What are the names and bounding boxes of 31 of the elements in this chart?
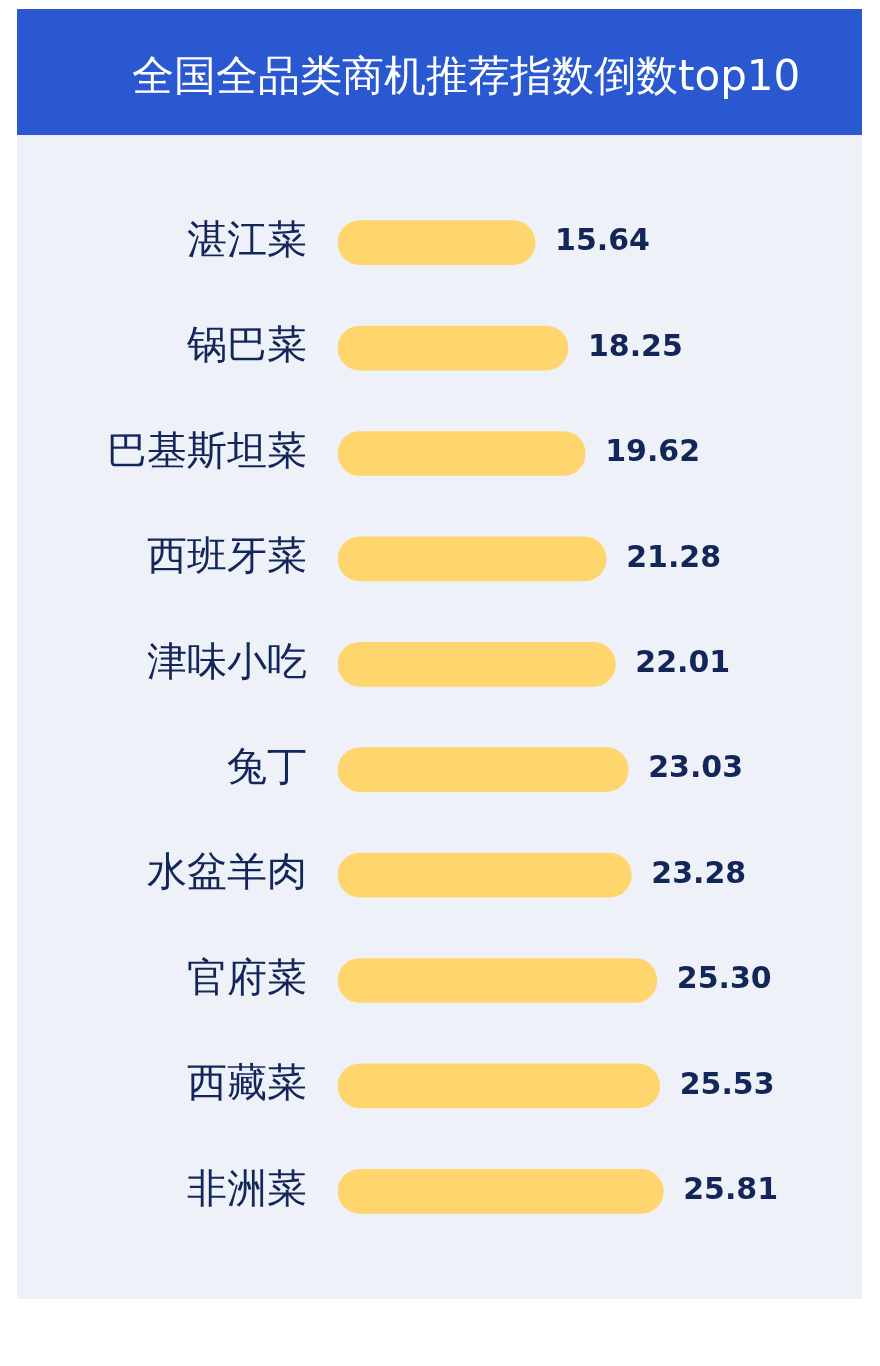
data-label: 19.62 — [605, 433, 701, 469]
data-label: 23.03 — [648, 749, 744, 785]
data-label: 21.28 — [626, 538, 722, 574]
bar — [338, 641, 616, 687]
data-label: 23.28 — [651, 854, 747, 890]
y-tick-label: 锅巴菜 — [186, 321, 307, 368]
bar — [338, 1168, 664, 1214]
y-tick-label: 官府菜 — [187, 953, 307, 1000]
data-label: 22.01 — [635, 644, 731, 680]
bar — [338, 220, 536, 266]
bar — [338, 1063, 661, 1109]
y-tick-label: 津味小吃 — [147, 637, 307, 684]
y-tick-label: 西班牙菜 — [147, 532, 307, 579]
data-label: 15.64 — [555, 222, 650, 258]
y-tick-label: 水盆羊肉 — [147, 848, 307, 895]
data-label: 25.30 — [676, 960, 772, 996]
y-tick-label: 西藏菜 — [187, 1059, 307, 1106]
y-tick-label: 湛江菜 — [187, 216, 307, 263]
y-tick-label: 非洲菜 — [187, 1164, 307, 1211]
y-tick-label: 巴基斯坦菜 — [107, 426, 307, 473]
bar — [338, 325, 569, 371]
data-label: 25.81 — [683, 1171, 779, 1207]
bar — [338, 747, 629, 793]
chart-title: 全国全品类商机推荐指数倒数top10 — [132, 50, 801, 102]
bar — [338, 536, 607, 582]
bar — [338, 852, 632, 898]
bar — [338, 431, 586, 476]
data-label: 25.53 — [679, 1065, 775, 1101]
data-label: 18.25 — [587, 327, 683, 363]
y-tick-label: 兔丁 — [227, 743, 307, 790]
bar — [338, 958, 658, 1003]
